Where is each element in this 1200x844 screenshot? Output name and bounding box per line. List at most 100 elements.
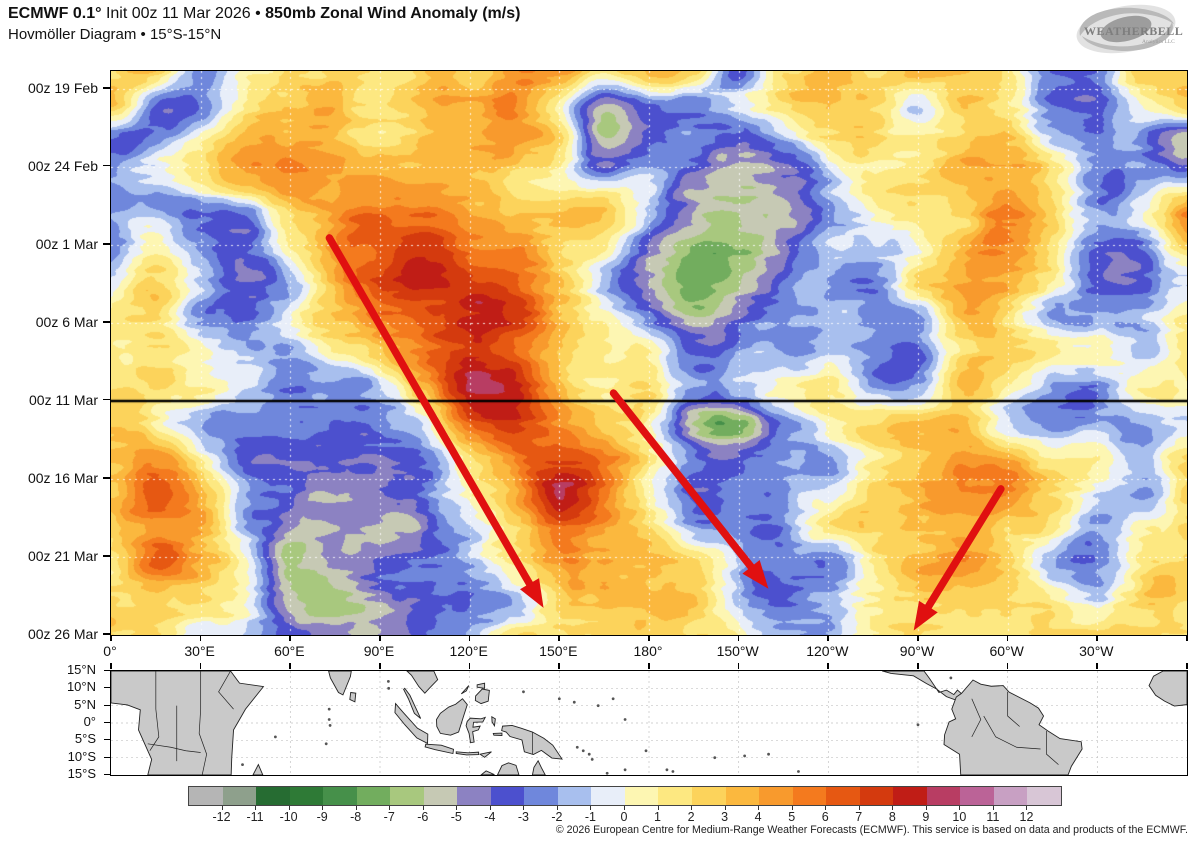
map-island-dot [557,697,561,701]
colorbar-tick-mark [422,806,424,810]
colorbar-tick-mark [489,806,491,810]
colorbar-segment [423,787,458,805]
map-island-dot [743,754,747,758]
map-landmass [110,670,265,776]
map-landmass [882,670,962,702]
colorbar-segment [356,787,391,805]
map-lat-label: 10°N [66,679,96,695]
x-tick-mark [558,635,560,641]
colorbar-segment [759,787,793,805]
map-landmass [328,670,352,696]
x-tick-label: 0° [103,643,117,659]
x-tick-mark [379,635,381,641]
colorbar-tick-label: -3 [517,810,529,824]
colorbar-tick-mark [724,806,726,810]
map-island-dot [623,718,627,721]
map-landmass [455,751,480,756]
x-tick-label: 60°W [989,643,1024,659]
colorbar-segment [390,787,424,805]
map-country-border [971,698,982,738]
colorbar-tick-label: -9 [316,810,328,824]
map-top-tick-mark [468,663,471,669]
map-island-dot [611,697,615,701]
colorbar-segment [792,787,827,805]
map-country-border [983,715,1041,750]
colorbar-segment [691,787,726,805]
map-landmass [1148,670,1188,707]
chart-title: ECMWF 0.1° Init 00z 11 Mar 2026 • 850mb … [8,5,520,23]
x-tick-label: 60°E [274,643,305,659]
colorbar-segment [323,787,357,805]
y-tick-mark [103,555,110,557]
x-tick-mark [1096,635,1098,641]
colorbar-tick-mark [825,806,827,810]
weatherbell-logo-text: WEATHERBELL [1084,24,1183,38]
y-tick-mark [103,477,110,479]
map-top-tick-mark [199,663,202,669]
map-top-tick-mark [1096,663,1098,669]
map-island-dot [596,704,600,708]
map-island-dot [522,690,525,694]
map-landmass [496,762,520,776]
colorbar-tick-mark [221,806,223,810]
x-tick-mark [289,635,291,641]
colorbar-tick-mark [959,806,961,810]
y-tick-label: 00z 6 Mar [35,314,98,331]
map-lat-tick-mark [104,722,110,723]
colorbar-tick-label: 5 [788,810,796,824]
colorbar [188,786,1062,806]
map-island-dot [327,718,331,721]
colorbar-tick-label: 8 [888,810,896,824]
map-island-dot [671,770,675,773]
colorbar-tick-label: -5 [450,810,462,824]
colorbar-segment [524,787,558,805]
x-tick-label: 90°E [363,643,395,659]
map-island-dot [587,752,591,756]
map-country-border [1046,730,1059,765]
colorbar-tick-mark [858,806,860,810]
map-landmass [436,698,468,736]
colorbar-tick-mark [255,806,257,810]
x-tick-mark [468,635,471,641]
map-lat-tick-mark [104,739,110,741]
y-tick-label: 00z 26 Mar [27,626,98,642]
map-top-tick-mark [1186,663,1188,669]
map-landmass [501,724,563,760]
y-tick-mark [103,164,110,167]
colorbar-tick-label: -11 [246,810,264,824]
colorbar-segment [222,787,257,805]
colorbar-segment [1027,787,1061,805]
map-landmass [252,763,264,776]
x-tick-mark [648,635,650,641]
chart-subtitle: Hovmöller Diagram • 15°S-15°N [8,26,222,43]
colorbar-tick-label: -2 [551,810,563,824]
y-tick-label: 00z 11 Mar [29,391,98,408]
colorbar-segment [189,787,223,805]
copyright: © 2026 European Centre for Medium-Range … [555,824,1188,836]
y-tick-label: 00z 16 Mar [27,470,98,487]
y-tick-mark [103,87,110,89]
map-landmass [492,732,503,736]
map-lat-tick-mark [104,687,110,689]
map-lat-label: 5°S [74,731,96,747]
map-top-tick-mark [110,663,112,669]
map-landmass [476,682,486,689]
x-tick-label: 180° [633,643,663,659]
map-island-dot [644,749,648,753]
colorbar-tick-mark [657,806,659,810]
colorbar-tick-label: 0 [620,810,628,824]
colorbar-tick-label: -6 [417,810,429,824]
x-tick-mark [1186,635,1188,641]
map-lat-label: 10°S [67,748,96,764]
map-landmass [460,685,470,695]
colorbar-tick-label: 9 [922,810,930,824]
map-island-dot [324,742,328,746]
colorbar-tick-label: 10 [952,810,967,824]
colorbar-segment [960,787,994,805]
colorbar-tick-label: 4 [754,810,762,824]
map-island-dot [387,686,391,690]
colorbar-tick-label: -4 [484,810,496,824]
map-landmass [474,688,490,705]
map-lat-tick-mark [104,756,110,758]
colorbar-tick-mark [691,806,693,810]
